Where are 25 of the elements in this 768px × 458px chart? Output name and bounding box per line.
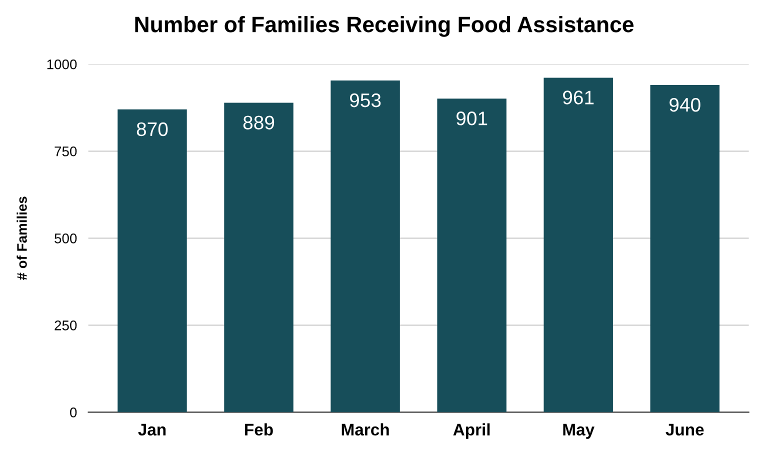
data-label: 901 — [456, 112, 488, 126]
bar — [118, 109, 187, 412]
data-label: 870 — [136, 122, 168, 136]
y-tick-label: 0 — [70, 408, 77, 418]
bar — [650, 85, 720, 412]
data-label: 953 — [350, 93, 381, 108]
data-label: 961 — [563, 90, 594, 104]
y-axis-title: # of Families — [16, 196, 27, 280]
bar — [224, 102, 294, 412]
x-tick-label: Jan — [138, 424, 166, 436]
data-label: 889 — [243, 116, 274, 130]
x-tick-label: June — [666, 424, 704, 436]
y-tick-label: 250 — [54, 320, 77, 330]
chart-title: Number of Families Receiving Food Assistance — [135, 16, 634, 37]
x-tick-label: March — [342, 423, 389, 436]
x-tick-label: Feb — [245, 423, 273, 436]
bar — [544, 78, 613, 412]
y-tick-label: 500 — [54, 233, 77, 244]
x-tick-label: May — [563, 424, 594, 439]
y-tick-label: 1000 — [47, 59, 77, 70]
bar — [330, 80, 400, 412]
data-label: 940 — [670, 98, 700, 112]
x-tick-label: April — [453, 423, 490, 439]
y-tick-label: 750 — [54, 146, 77, 156]
bar — [437, 98, 506, 412]
